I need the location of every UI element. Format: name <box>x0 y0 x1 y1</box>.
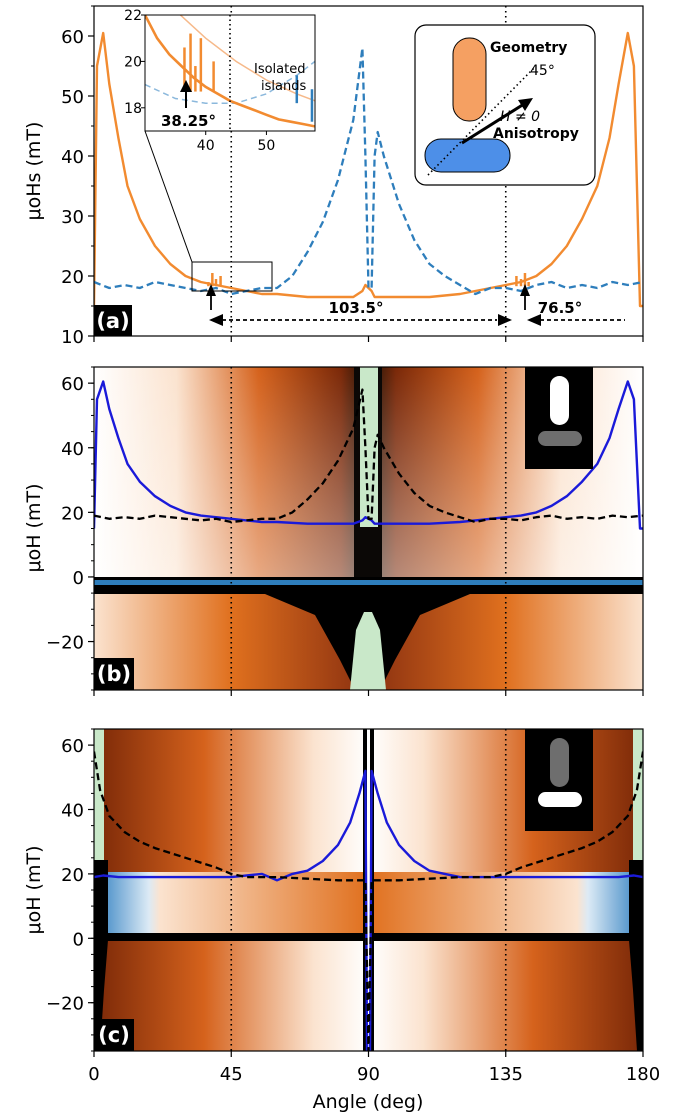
heatmap-c-green-right <box>633 729 643 869</box>
ytick-label: −20 <box>46 633 84 654</box>
panel-a-label: (a) <box>96 309 129 333</box>
inset-text-line1: Isolated <box>254 62 306 77</box>
panel-c-label-bg <box>94 1019 134 1051</box>
panel-c-guides <box>230 729 507 1051</box>
ytick-label: 0 <box>73 568 84 589</box>
inset-xtick-label: 50 <box>258 138 276 154</box>
heatmap-b-blue-line <box>94 580 643 585</box>
inset-arrow-head <box>180 80 192 92</box>
inset-series <box>145 15 315 128</box>
panel-c-label: (c) <box>98 1023 130 1047</box>
panel-a-axis: 10 20 30 40 50 60 <box>61 5 644 348</box>
inset-text-line2: islands <box>261 79 306 94</box>
series-a-0 <box>94 31 643 308</box>
ytick-label: 10 <box>61 327 84 348</box>
xtick-label: 90 <box>357 1064 380 1085</box>
panel-c: −20 0 20 40 60 μoH (mT) (c) <box>23 728 644 1057</box>
legend-anisotropy: Anisotropy <box>493 126 579 142</box>
legend-angle: 45° <box>530 63 555 79</box>
panel-c-icon <box>525 729 593 831</box>
xtick-label: 0 <box>88 1064 99 1085</box>
panel-a-marks <box>207 273 530 287</box>
inset-ytick-label: 22 <box>124 8 142 24</box>
legend-field: H ≠ 0 <box>500 109 540 125</box>
inset: 18 20 22 40 50 Isolated islands 38.25° <box>124 8 316 154</box>
inset-angle-label: 38.25° <box>161 112 216 130</box>
panel-a-label-bg <box>94 305 132 336</box>
heatmap-b-green-bottom <box>350 612 386 690</box>
xtick-label: 135 <box>489 1064 523 1085</box>
series-c-0 <box>94 769 643 1051</box>
geometry-legend: Geometry 45° H ≠ 0 Anisotropy <box>414 24 596 186</box>
panel-a-ylabel: μoHs (mT) <box>23 122 45 221</box>
xtick-label: 45 <box>220 1064 243 1085</box>
inset-xtick-label: 40 <box>197 138 215 154</box>
small-arrow-right-head <box>520 284 530 296</box>
panel-b-series <box>94 380 643 530</box>
ytick-label: 60 <box>61 374 84 395</box>
panel-c-series <box>94 751 643 1051</box>
zoom-connector <box>144 130 193 263</box>
panel-b-label-bg <box>94 658 134 690</box>
icon-c-horizontal <box>538 792 582 807</box>
span-short-label: 76.5° <box>538 299 583 317</box>
span-short-head <box>527 314 541 326</box>
small-arrow-left-head <box>206 284 216 296</box>
icon-c-vertical <box>550 738 569 787</box>
panel-b-icon <box>525 367 593 469</box>
field-arrow <box>461 102 525 145</box>
heatmap-c-center-white <box>367 729 370 1051</box>
ytick-label: −20 <box>46 994 84 1015</box>
panel-a-series <box>94 31 643 308</box>
heatmap-c-green-left <box>94 729 104 869</box>
inset-ytick-label: 20 <box>124 54 142 70</box>
ytick-label: 0 <box>73 929 84 950</box>
x-axis: 0 45 90 135 180 <box>88 1064 660 1085</box>
span-long-head-left <box>209 314 223 326</box>
inset-axis: 18 20 22 40 50 <box>124 8 275 154</box>
zoom-box <box>191 261 273 292</box>
ytick-label: 20 <box>61 267 84 288</box>
series-b-1 <box>94 388 643 524</box>
icon-b-vertical <box>550 376 569 425</box>
heatmap-c-black-right <box>629 860 643 1051</box>
ytick-label: 20 <box>61 865 84 886</box>
panel-b-ylabel: μoH (mT) <box>23 484 45 573</box>
ytick-label: 60 <box>61 736 84 757</box>
horizontal-island <box>424 138 511 173</box>
series-a-1 <box>94 46 643 296</box>
ytick-label: 40 <box>61 147 84 168</box>
vertical-island <box>452 37 487 122</box>
ytick-label: 60 <box>61 27 84 48</box>
inset-ytick-label: 18 <box>124 101 142 117</box>
heatmap-c-black-left <box>94 860 108 1051</box>
icon-b-horizontal <box>538 431 582 446</box>
panel-a: 10 20 30 40 50 60 μoHs (mT) (a) 18 20 22 40 50 Is… <box>23 5 644 348</box>
panel-b: −20 0 20 40 60 μoH (mT) (b) <box>23 366 644 696</box>
panel-c-axis: −20 0 20 40 60 <box>46 728 644 1057</box>
xtick-label: 180 <box>626 1064 660 1085</box>
ytick-label: 20 <box>61 503 84 524</box>
span-long-label: 103.5° <box>329 299 384 317</box>
panel-b-axis: −20 0 20 40 60 <box>46 366 644 696</box>
x-axis-label: Angle (deg) <box>313 1091 424 1113</box>
panel-b-label: (b) <box>97 662 131 686</box>
ytick-label: 40 <box>61 801 84 822</box>
ytick-label: 40 <box>61 439 84 460</box>
ytick-label: 30 <box>61 207 84 228</box>
span-annotations: 103.5° 76.5° <box>206 284 625 326</box>
legend-geometry: Geometry <box>490 40 567 56</box>
panel-c-ylabel: μoH (mT) <box>23 846 45 935</box>
span-long-head-right <box>498 314 512 326</box>
field-arrow-head <box>518 98 533 111</box>
panel-b-guides <box>230 367 507 690</box>
inset-frame <box>144 14 316 132</box>
ytick-label: 50 <box>61 87 84 108</box>
